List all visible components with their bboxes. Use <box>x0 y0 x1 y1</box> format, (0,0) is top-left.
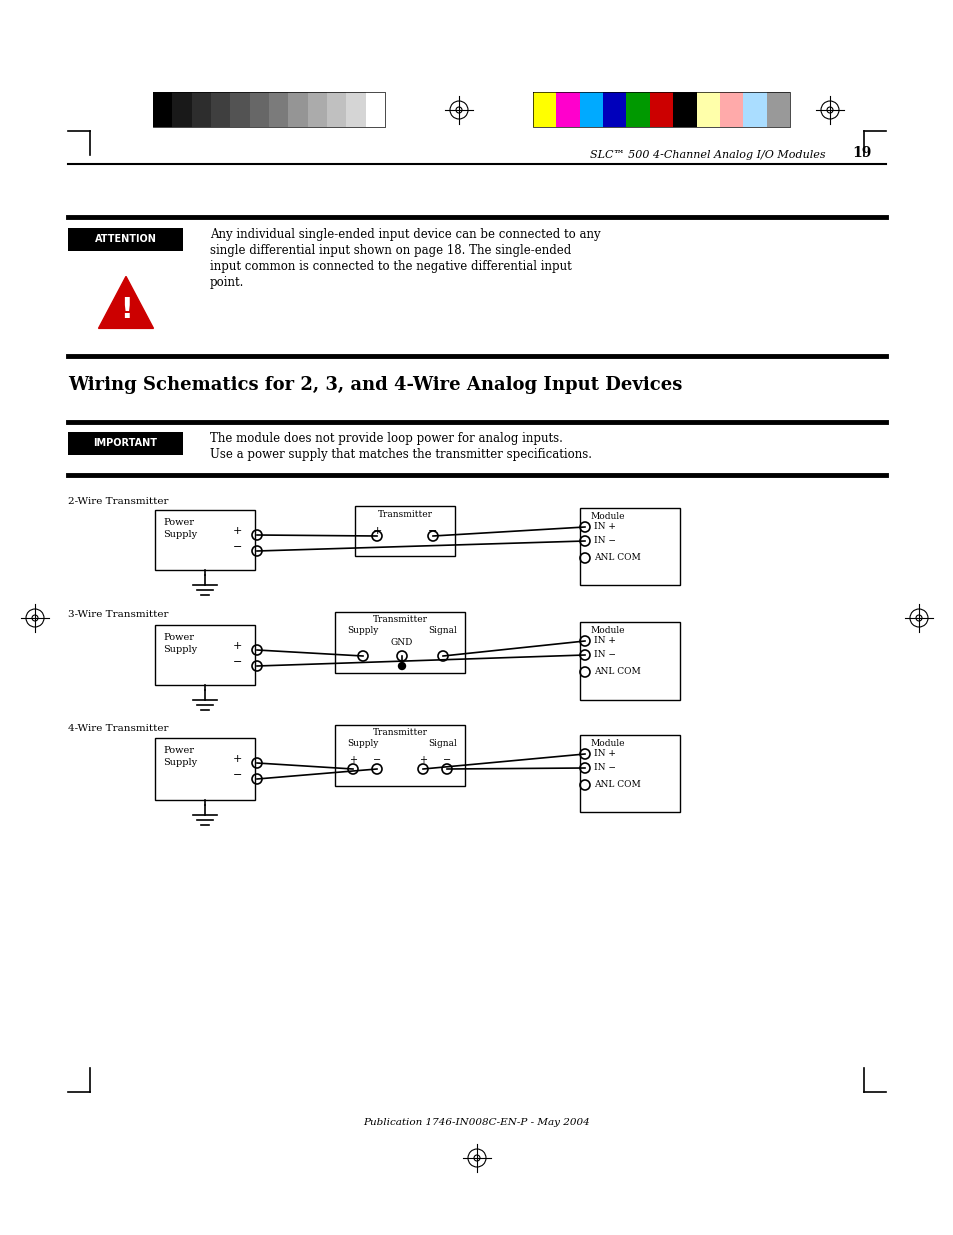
Bar <box>269 91 288 127</box>
Bar <box>556 91 579 127</box>
Bar <box>355 506 455 556</box>
Text: IN +: IN + <box>594 636 616 645</box>
Text: +: + <box>233 526 242 536</box>
Bar <box>335 613 464 673</box>
Text: Signal: Signal <box>428 739 456 748</box>
Bar <box>626 91 649 127</box>
Bar <box>154 739 254 800</box>
Text: Supply: Supply <box>163 530 197 538</box>
Text: Supply: Supply <box>163 758 197 767</box>
Bar <box>365 91 385 127</box>
Text: point.: point. <box>210 275 244 289</box>
Text: Module: Module <box>590 739 624 748</box>
Bar <box>742 91 766 127</box>
Text: Supply: Supply <box>347 739 378 748</box>
Bar <box>230 91 250 127</box>
Text: ANL COM: ANL COM <box>594 781 640 789</box>
Bar <box>579 735 679 811</box>
Text: Signal: Signal <box>428 626 456 635</box>
Text: Power: Power <box>163 517 193 527</box>
Bar <box>579 508 679 585</box>
Text: IN +: IN + <box>594 748 616 758</box>
Text: −: − <box>233 769 242 781</box>
Bar <box>211 91 230 127</box>
Text: Module: Module <box>590 626 624 635</box>
Text: +: + <box>233 755 242 764</box>
Text: −: − <box>373 755 380 764</box>
Text: Supply: Supply <box>163 645 197 655</box>
Bar <box>288 91 308 127</box>
Text: GND: GND <box>391 638 413 647</box>
Text: −: − <box>442 755 451 764</box>
Circle shape <box>398 662 405 669</box>
Text: Transmitter: Transmitter <box>372 727 427 737</box>
Text: Module: Module <box>590 513 624 521</box>
Text: +: + <box>349 755 356 764</box>
Text: !: ! <box>119 296 132 324</box>
Text: Use a power supply that matches the transmitter specifications.: Use a power supply that matches the tran… <box>210 448 592 461</box>
Bar <box>766 91 789 127</box>
Text: Any individual single-ended input device can be connected to any: Any individual single-ended input device… <box>210 228 600 241</box>
Text: Power: Power <box>163 634 193 642</box>
Text: +: + <box>233 641 242 651</box>
Text: +: + <box>372 526 381 536</box>
Bar <box>579 622 679 700</box>
Text: 2-Wire Transmitter: 2-Wire Transmitter <box>68 496 169 506</box>
Bar <box>154 510 254 571</box>
Text: IN −: IN − <box>594 650 616 659</box>
Text: ANL COM: ANL COM <box>594 553 640 562</box>
Text: ANL COM: ANL COM <box>594 667 640 676</box>
Text: −: − <box>428 526 437 536</box>
Text: single differential input shown on page 18. The single-ended: single differential input shown on page … <box>210 245 571 257</box>
Bar <box>308 91 327 127</box>
Bar <box>172 91 192 127</box>
Text: Publication 1746-IN008C-EN-P - May 2004: Publication 1746-IN008C-EN-P - May 2004 <box>363 1118 590 1128</box>
Text: 19: 19 <box>851 146 870 161</box>
Text: ATTENTION: ATTENTION <box>94 235 156 245</box>
Text: IMPORTANT: IMPORTANT <box>93 438 157 448</box>
Bar <box>335 725 464 785</box>
Polygon shape <box>98 277 153 329</box>
Text: −: − <box>233 657 242 667</box>
Text: Transmitter: Transmitter <box>372 615 427 624</box>
Bar <box>154 625 254 685</box>
Bar <box>68 228 183 251</box>
Text: IN −: IN − <box>594 536 616 545</box>
Text: Transmitter: Transmitter <box>377 510 432 519</box>
Bar <box>579 91 602 127</box>
Text: SLC™ 500 4-Channel Analog I/O Modules: SLC™ 500 4-Channel Analog I/O Modules <box>589 149 824 161</box>
Text: +: + <box>418 755 427 764</box>
Text: IN +: IN + <box>594 522 616 531</box>
Text: 3-Wire Transmitter: 3-Wire Transmitter <box>68 610 169 619</box>
Text: Supply: Supply <box>347 626 378 635</box>
Bar <box>250 91 269 127</box>
Bar <box>192 91 211 127</box>
Bar <box>673 91 696 127</box>
Bar <box>720 91 742 127</box>
Text: The module does not provide loop power for analog inputs.: The module does not provide loop power f… <box>210 432 562 445</box>
Bar <box>346 91 365 127</box>
Text: Power: Power <box>163 746 193 755</box>
Text: IN −: IN − <box>594 763 616 772</box>
Bar <box>649 91 673 127</box>
Bar <box>68 432 183 454</box>
Text: −: − <box>233 542 242 552</box>
Bar <box>152 91 172 127</box>
Text: Wiring Schematics for 2, 3, and 4-Wire Analog Input Devices: Wiring Schematics for 2, 3, and 4-Wire A… <box>68 375 681 394</box>
Bar <box>696 91 720 127</box>
Bar <box>533 91 556 127</box>
Text: input common is connected to the negative differential input: input common is connected to the negativ… <box>210 261 571 273</box>
Bar <box>602 91 626 127</box>
Bar <box>327 91 346 127</box>
Text: 4-Wire Transmitter: 4-Wire Transmitter <box>68 724 169 734</box>
